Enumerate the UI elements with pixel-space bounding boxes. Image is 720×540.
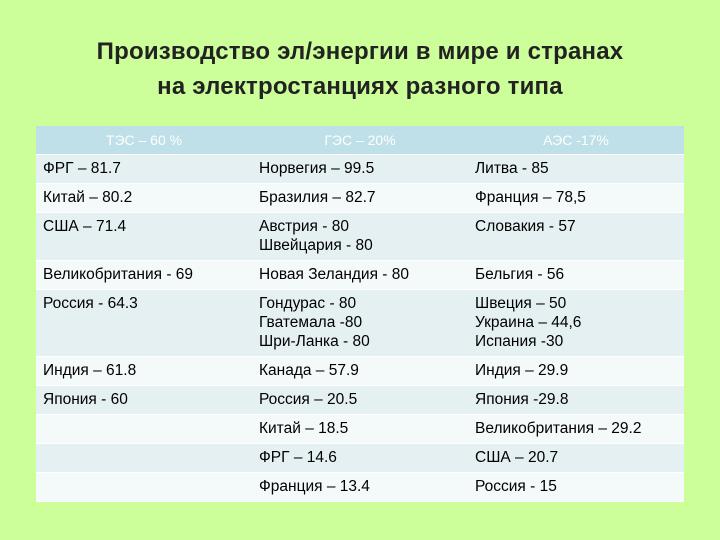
cell-nuclear: Словакия - 57 bbox=[468, 212, 684, 261]
cell-thermal: ФРГ – 81.7 bbox=[36, 154, 252, 184]
cell-hydro: Франция – 13.4 bbox=[252, 472, 468, 502]
cell-thermal: Китай – 80.2 bbox=[36, 183, 252, 213]
cell-nuclear: Япония -29.8 bbox=[468, 385, 684, 415]
cell-hydro: Китай – 18.5 bbox=[252, 414, 468, 444]
cell-text: Австрия - 80 bbox=[259, 218, 349, 235]
cell-hydro: Гондурас - 80 Гватемала -80 Шри-Ланка - 80 bbox=[252, 289, 468, 357]
cell-thermal: Великобритания - 69 bbox=[36, 260, 252, 290]
cell-text: Великобритания – 29.2 bbox=[475, 420, 642, 437]
cell-text: Гондурас - 80 bbox=[259, 295, 357, 312]
cell-nuclear: Литва - 85 bbox=[468, 154, 684, 184]
cell-text: Литва - 85 bbox=[475, 160, 549, 177]
table-row: Китай – 80.2 Бразилия – 82.7 Франция – 78,… bbox=[36, 183, 684, 213]
cell-text: Россия - 15 bbox=[475, 478, 557, 495]
power-production-table: ТЭС – 60 % ГЭС – 20% АЭС -17% ФРГ – 81.7… bbox=[36, 126, 684, 502]
cell-text: Украина – 44,6 bbox=[475, 314, 582, 331]
cell-text: Словакия - 57 bbox=[475, 218, 576, 235]
table-row: ФРГ – 14.6 США – 20.7 bbox=[36, 443, 684, 473]
cell-nuclear: Швеция – 50 Украина – 44,6 Испания -30 bbox=[468, 289, 684, 357]
cell-text: Швейцария - 80 bbox=[259, 237, 373, 254]
title-line-2: на электростанциях разного типа bbox=[157, 73, 563, 100]
cell-hydro: ФРГ – 14.6 bbox=[252, 443, 468, 473]
cell-text: Китай – 80.2 bbox=[43, 189, 133, 206]
cell-text: Бразилия – 82.7 bbox=[259, 189, 376, 206]
table-row: Франция – 13.4 Россия - 15 bbox=[36, 472, 684, 502]
header-row: ТЭС – 60 % ГЭС – 20% АЭС -17% bbox=[36, 126, 684, 155]
cell-thermal bbox=[36, 472, 252, 502]
cell-nuclear: Франция – 78,5 bbox=[468, 183, 684, 213]
cell-nuclear: Великобритания – 29.2 bbox=[468, 414, 684, 444]
cell-thermal bbox=[36, 443, 252, 473]
cell-nuclear: США – 20.7 bbox=[468, 443, 684, 473]
cell-thermal: Япония - 60 bbox=[36, 385, 252, 415]
cell-nuclear: Россия - 15 bbox=[468, 472, 684, 502]
cell-nuclear: Индия – 29.9 bbox=[468, 356, 684, 386]
cell-text: США – 20.7 bbox=[475, 449, 559, 466]
cell-text: Канада – 57.9 bbox=[259, 362, 359, 379]
cell-hydro: Новая Зеландия - 80 bbox=[252, 260, 468, 290]
cell-text: США – 71.4 bbox=[43, 218, 127, 235]
table-row: ФРГ – 81.7 Норвегия – 99.5 Литва - 85 bbox=[36, 154, 684, 184]
header-nuclear: АЭС -17% bbox=[468, 126, 684, 155]
cell-text: Гватемала -80 bbox=[259, 314, 363, 331]
cell-text: Франция – 13.4 bbox=[259, 478, 370, 495]
cell-hydro: Бразилия – 82.7 bbox=[252, 183, 468, 213]
table-row: Китай – 18.5 Великобритания – 29.2 bbox=[36, 414, 684, 444]
cell-text: Япония - 60 bbox=[43, 391, 128, 408]
cell-text: ФРГ – 81.7 bbox=[43, 160, 121, 177]
cell-text: Китай – 18.5 bbox=[259, 420, 349, 437]
cell-text: ФРГ – 14.6 bbox=[259, 449, 337, 466]
table-row: Индия – 61.8 Канада – 57.9 Индия – 29.9 bbox=[36, 356, 684, 386]
table-row: США – 71.4 Австрия - 80 Швейцария - 80 Слов… bbox=[36, 212, 684, 261]
cell-hydro: Норвегия – 99.5 bbox=[252, 154, 468, 184]
cell-text: Франция – 78,5 bbox=[475, 189, 586, 206]
cell-thermal: Россия - 64.3 bbox=[36, 289, 252, 357]
table-row: Великобритания - 69 Новая Зеландия - 80 Бе… bbox=[36, 260, 684, 290]
table-row: Япония - 60 Россия – 20.5 Япония -29.8 bbox=[36, 385, 684, 415]
cell-text: Индия – 61.8 bbox=[43, 362, 137, 379]
cell-hydro: Россия – 20.5 bbox=[252, 385, 468, 415]
cell-text: Индия – 29.9 bbox=[475, 362, 569, 379]
cell-hydro: Австрия - 80 Швейцария - 80 bbox=[252, 212, 468, 261]
header-hydro: ГЭС – 20% bbox=[252, 126, 468, 155]
cell-thermal bbox=[36, 414, 252, 444]
cell-nuclear: Бельгия - 56 bbox=[468, 260, 684, 290]
cell-text: Великобритания - 69 bbox=[43, 266, 194, 283]
header-thermal: ТЭС – 60 % bbox=[36, 126, 252, 155]
cell-thermal: Индия – 61.8 bbox=[36, 356, 252, 386]
cell-thermal: США – 71.4 bbox=[36, 212, 252, 261]
cell-text: Бельгия - 56 bbox=[475, 266, 565, 283]
cell-text: Россия – 20.5 bbox=[259, 391, 358, 408]
cell-text: Япония -29.8 bbox=[475, 391, 569, 408]
cell-text: Испания -30 bbox=[475, 333, 564, 350]
cell-text: Швеция – 50 bbox=[475, 295, 567, 312]
cell-hydro: Канада – 57.9 bbox=[252, 356, 468, 386]
cell-text: Новая Зеландия - 80 bbox=[259, 266, 409, 283]
cell-text: Шри-Ланка - 80 bbox=[259, 333, 370, 350]
cell-text: Россия - 64.3 bbox=[43, 295, 138, 312]
table-row: Россия - 64.3 Гондурас - 80 Гватемала -80 Ш… bbox=[36, 289, 684, 357]
slide-title: Производство эл/энергии в мире и странах… bbox=[0, 34, 720, 104]
cell-text: Норвегия – 99.5 bbox=[259, 160, 375, 177]
title-line-1: Производство эл/энергии в мире и странах bbox=[96, 38, 624, 65]
